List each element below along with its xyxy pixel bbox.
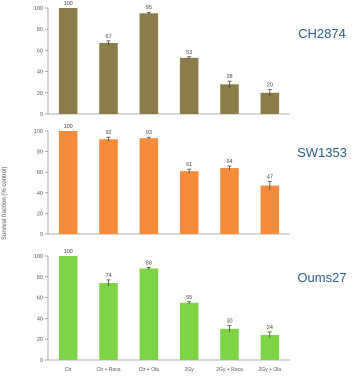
data-label: 88 [146,260,152,266]
data-label: 74 [105,273,111,279]
x-tick-label: 2Gy + Ola [259,367,282,373]
bar [179,302,199,360]
bar [99,139,118,234]
bar [58,256,78,360]
panel-title: Oums27 [297,270,346,285]
data-label: 95 [146,5,152,11]
bar [99,283,118,360]
data-label: 100 [64,124,73,130]
x-tick-label: Ctr + Roca [96,367,120,373]
y-tick-label: 40 [37,191,43,197]
y-tick-label: 100 [34,6,43,12]
bar [220,168,239,234]
data-label: 67 [105,34,111,40]
y-tick-label: 20 [37,337,43,343]
y-tick-label: 0 [40,232,43,238]
y-tick-label: 40 [37,316,43,322]
bar [179,171,199,234]
x-tick-label: 2Gy [185,367,195,373]
y-tick-label: 60 [37,296,43,302]
x-tick-label: Ctr [65,367,72,373]
x-tick-label: Ctr + Ola [139,367,159,373]
x-tick-label: 2Gy + Roca [216,367,243,373]
data-label: 100 [64,1,73,7]
chart-panel-2: 0 20 40 60 80 100 100 92 93 61 64 47 SW1353 [34,124,347,238]
bar [139,138,159,234]
data-label: 30 [226,319,232,325]
bar [58,131,78,234]
data-label: 24 [267,325,273,331]
bar [260,185,280,234]
bar [260,92,280,114]
panel-title: SW1353 [297,145,347,160]
chart-panel-1: 0 20 40 60 80 100 100 67 95 53 28 20 CH2874 [34,1,346,118]
bar [220,84,239,114]
data-label: 47 [267,174,273,180]
y-tick-label: 80 [37,27,43,33]
y-tick-label: 40 [37,70,43,76]
y-tick-label: 20 [37,211,43,217]
bar [179,57,199,114]
bar [58,8,78,114]
y-tick-label: 20 [37,91,43,97]
y-tick-label: 0 [40,358,43,364]
data-label: 28 [226,74,232,80]
data-label: 55 [186,295,192,301]
y-tick-label: 0 [40,112,43,118]
y-tick-label: 80 [37,275,43,281]
data-label: 100 [64,249,73,255]
data-label: 53 [186,50,192,56]
y-axis-title: Survival fraction (% control) [2,166,8,240]
data-label: 61 [186,162,192,168]
data-label: 64 [226,159,232,165]
bar [220,328,239,360]
bar [99,42,118,115]
y-tick-label: 100 [34,129,43,135]
y-tick-label: 100 [34,254,43,260]
data-label: 92 [105,130,111,136]
panel-title: CH2874 [298,26,346,41]
bar [260,335,280,360]
data-label: 20 [267,83,273,89]
y-tick-label: 60 [37,48,43,54]
data-label: 93 [146,130,152,136]
y-tick-label: 60 [37,170,43,176]
chart-panel-3: 0 20 40 60 80 100 100 Ctr 74 Ctr + Roca 88 Ctr + Ol… [34,249,347,373]
bar [139,268,159,360]
y-tick-label: 80 [37,150,43,156]
bar [139,13,159,114]
